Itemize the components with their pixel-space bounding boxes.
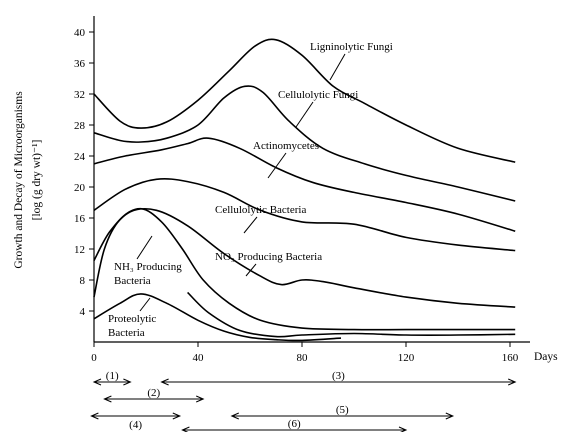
- x-ticks: 0 40 80 120 160: [91, 342, 519, 364]
- label-proteolytic-bacteria-2: Bacteria: [108, 327, 145, 339]
- y-tick-label: 20: [74, 182, 86, 194]
- period-6: (6): [181, 418, 408, 432]
- x-tick-label: 160: [502, 352, 519, 364]
- arrowhead-left: [230, 412, 239, 420]
- arrowhead-right: [123, 378, 132, 386]
- leader-actinomycetes: [267, 152, 287, 179]
- leader-proteolytic-bacteria: [139, 297, 151, 312]
- x-tick-label: 120: [398, 352, 415, 364]
- series-ligninolytic-fungi: [93, 38, 516, 163]
- axes: [93, 16, 530, 343]
- y-tick-label: 8: [80, 275, 86, 287]
- label-no3-producing-bacteria: NO₃ Producing Bacteria: [215, 251, 322, 263]
- period-label: (2): [147, 387, 160, 399]
- arrowhead-left: [103, 395, 112, 403]
- y-tick-label: 24: [74, 151, 86, 163]
- arrowhead-left: [92, 378, 102, 386]
- period-2: (2): [103, 387, 205, 403]
- series-group: [93, 38, 516, 342]
- curve-labels: Ligninolytic Fungi Cellulolytic Fungi Ac…: [108, 41, 393, 339]
- leader-cellulolytic-fungi: [295, 101, 314, 128]
- x-tick-label: 0: [91, 352, 97, 364]
- y-tick-label: 4: [80, 306, 86, 318]
- series-cellulolytic-fungi: [93, 85, 516, 202]
- arrowhead-right: [445, 412, 455, 420]
- y-tick-label: 36: [74, 58, 86, 70]
- arrowhead-left: [160, 378, 169, 386]
- leader-cellulolytic-bacteria: [243, 216, 258, 234]
- arrowhead-right: [398, 426, 408, 432]
- series-proteolytic-bacteria: [93, 293, 342, 342]
- label-actinomycetes: Actinomycetes: [253, 140, 319, 152]
- leader-ligninolytic-fungi: [329, 53, 346, 81]
- period-1: (1): [92, 370, 132, 386]
- y-tick-label: 28: [74, 120, 86, 132]
- series-nh3-producing-bacteria: [93, 207, 516, 331]
- y-tick-label: 16: [74, 213, 86, 225]
- leader-nh3-producing-bacteria: [136, 235, 153, 260]
- leader-no3-producing-bacteria: [245, 263, 257, 277]
- y-axis-unit-label: [log (g dry wt)⁻¹]: [31, 140, 43, 221]
- x-tick-label: 40: [193, 352, 205, 364]
- label-ligninolytic-fungi: Ligninolytic Fungi: [310, 41, 393, 53]
- series-unlabeled-decay: [187, 291, 516, 338]
- label-cellulolytic-fungi: Cellulolytic Fungi: [278, 89, 358, 101]
- series-cellulolytic-bacteria: [93, 178, 516, 252]
- arrowhead-right: [172, 412, 182, 420]
- series-actinomycetes: [93, 137, 516, 232]
- x-tick-label: 80: [297, 352, 309, 364]
- label-nh3-producing-bacteria: NH₃ Producing: [114, 261, 182, 273]
- period-label: (3): [332, 370, 345, 382]
- label-cellulolytic-bacteria: Cellulolytic Bacteria: [215, 204, 306, 216]
- arrowhead-left: [90, 412, 99, 420]
- period-label: (4): [129, 419, 142, 431]
- arrowhead-right: [196, 395, 205, 403]
- y-ticks: 4 8 12 16 20 24 28 32 36 40: [74, 27, 94, 318]
- y-tick-label: 32: [74, 89, 85, 101]
- label-nh3-producing-bacteria-2: Bacteria: [114, 275, 151, 287]
- arrowhead-right: [508, 378, 517, 386]
- period-bars: (1) (2) (3) (4) (5) (6): [90, 370, 517, 432]
- period-4: (4): [90, 412, 182, 431]
- y-tick-label: 40: [74, 27, 86, 39]
- x-axis-label: Days: [534, 351, 558, 363]
- y-tick-label: 12: [74, 244, 85, 256]
- period-label: (6): [288, 418, 301, 430]
- period-label: (5): [336, 404, 349, 416]
- period-label: (1): [106, 370, 119, 382]
- label-proteolytic-bacteria: Proteolytic: [108, 313, 156, 325]
- period-3: (3): [160, 370, 517, 386]
- y-axis-label: Growth and Decay of Microorganisms: [13, 91, 25, 269]
- arrowhead-left: [181, 426, 190, 432]
- period-5: (5): [230, 404, 455, 420]
